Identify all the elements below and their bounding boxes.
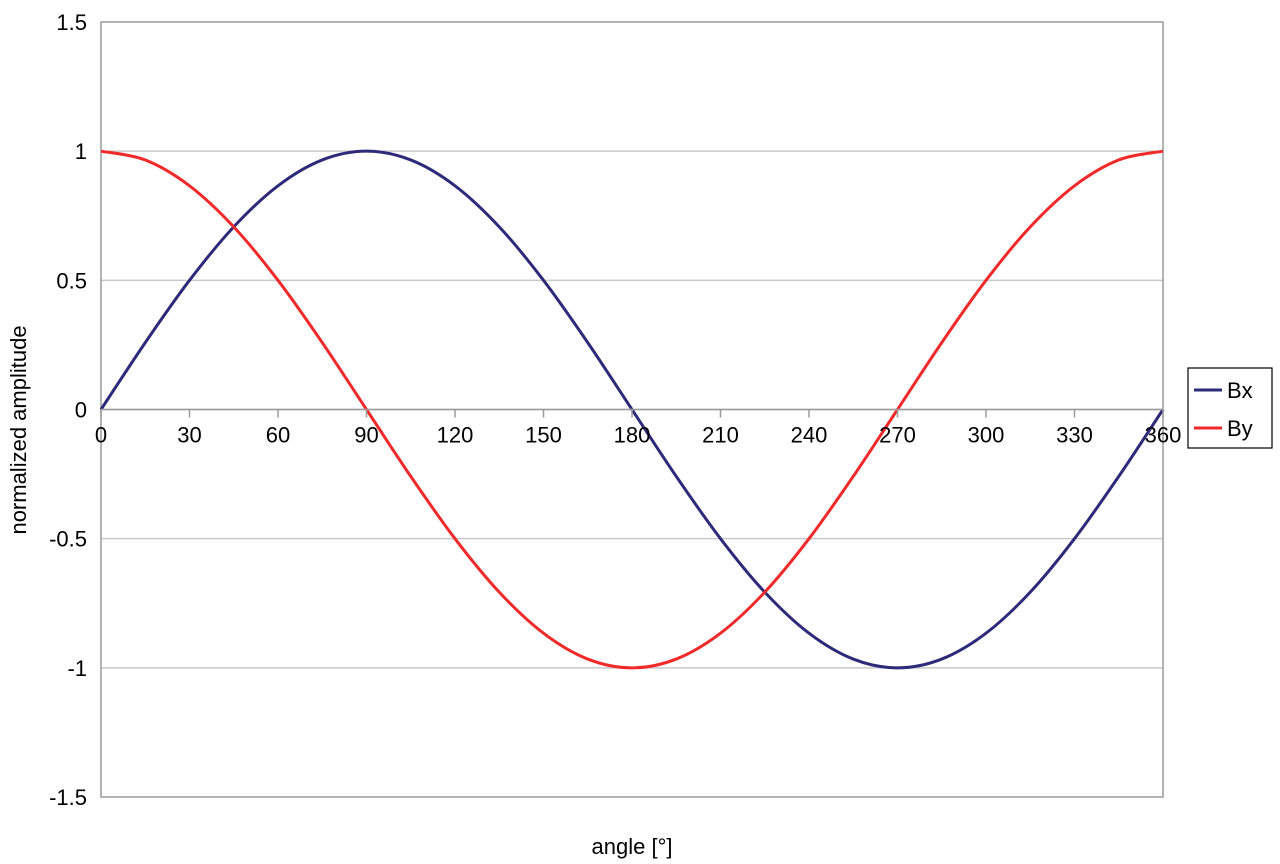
y-tick-label: 0.5 bbox=[56, 268, 87, 293]
x-tick-label: 330 bbox=[1056, 423, 1093, 448]
x-tick-label: 0 bbox=[95, 423, 107, 448]
legend-label-by: By bbox=[1227, 416, 1253, 441]
y-axis-tick-labels: 1.5 1 0.5 0 -0.5 -1 -1.5 bbox=[49, 10, 87, 810]
x-tick-label: 240 bbox=[791, 423, 828, 448]
x-tick-label: 30 bbox=[177, 423, 201, 448]
x-tick-label: 60 bbox=[266, 423, 290, 448]
series-line-by bbox=[100, 149, 1164, 670]
y-tick-label: 1.5 bbox=[56, 10, 87, 35]
x-tick-label: 180 bbox=[614, 423, 651, 448]
x-tick-label: 270 bbox=[879, 423, 916, 448]
x-tick-label: 360 bbox=[1145, 423, 1182, 448]
legend-entries: Bx By bbox=[1194, 378, 1253, 441]
y-tick-label: 1 bbox=[75, 139, 87, 164]
x-axis-tick-labels: 0 30 60 90 120 150 180 210 240 270 300 330 360 bbox=[95, 408, 1182, 448]
legend-label-bx: Bx bbox=[1227, 378, 1253, 403]
y-tick-label: 0 bbox=[75, 398, 87, 423]
x-tick-label: 120 bbox=[437, 423, 474, 448]
x-tick-label: 210 bbox=[702, 423, 739, 448]
legend: Bx By bbox=[1187, 367, 1273, 449]
x-tick-label: 150 bbox=[525, 423, 562, 448]
y-axis-title: normalized amplitude bbox=[6, 325, 31, 534]
x-axis-title: angle [°] bbox=[592, 834, 673, 859]
x-tick-label: 90 bbox=[354, 423, 378, 448]
y-tick-label: -1 bbox=[67, 656, 87, 681]
x-tick-label: 300 bbox=[968, 423, 1005, 448]
y-tick-label: -1.5 bbox=[49, 785, 87, 810]
y-tick-label: -0.5 bbox=[49, 527, 87, 552]
legend-box bbox=[1187, 367, 1273, 449]
